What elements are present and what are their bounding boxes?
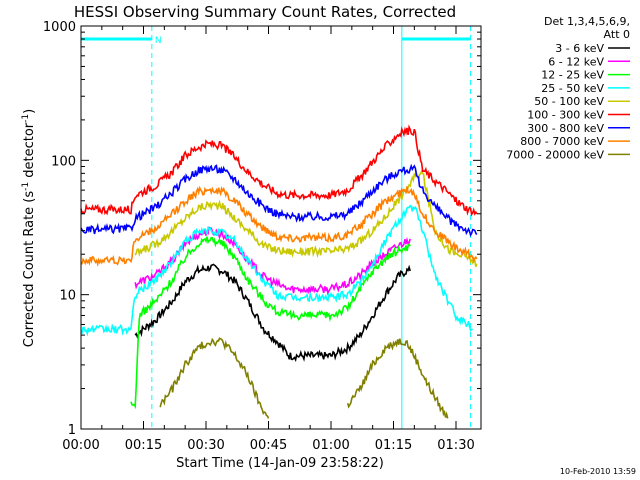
y-axis-label-sup2: -1: [21, 114, 31, 123]
legend-label: 50 - 100 keV: [534, 95, 604, 108]
y-axis-label-sup1: -1: [21, 182, 31, 191]
x-axis: 00:00 00:15 00:30 00:45 01:00 01:15 01:30: [62, 26, 475, 453]
legend-label: 100 - 300 keV: [527, 109, 604, 122]
x-tick-label: 01:00: [312, 438, 349, 453]
y-axis-label-main: Corrected Count Rate (s: [22, 191, 37, 348]
x-axis-label: Start Time (14-Jan-09 23:58:22): [176, 456, 384, 471]
y-axis-label-mid: detector: [22, 122, 37, 182]
flag-label: N: [155, 36, 162, 46]
x-tick-label: 01:15: [375, 438, 412, 453]
series-line: [134, 169, 478, 268]
legend-header-2: Att 0: [604, 28, 630, 41]
series-line: [80, 124, 478, 217]
x-tick-label: 01:30: [437, 438, 474, 453]
x-tick-label: 00:45: [250, 438, 287, 453]
y-tick-label: 10: [59, 289, 76, 304]
legend-header-1: Det 1,3,4,5,6,9,: [544, 15, 630, 28]
series-line: [80, 204, 473, 337]
plot-area: N: [80, 26, 478, 429]
series-line: [134, 226, 411, 296]
x-tick-label: 00:30: [187, 438, 224, 453]
legend-label: 3 - 6 keV: [555, 42, 604, 55]
x-tick-label: 00:00: [62, 438, 99, 453]
legend-label: 25 - 50 keV: [541, 82, 604, 95]
legend-label: 7000 - 20000 keV: [506, 148, 604, 161]
series-line: [159, 337, 449, 419]
series-line: [80, 185, 478, 267]
series-line: [134, 263, 411, 363]
legend-label: 6 - 12 keV: [548, 55, 604, 68]
y-tick-label: 1: [68, 423, 76, 438]
y-axis-label-end: ): [22, 109, 37, 114]
legend-label: 300 - 800 keV: [527, 122, 604, 135]
y-axis-label: Corrected Count Rate (s-1 detector-1): [21, 109, 37, 347]
y-tick-label: 100: [51, 154, 76, 169]
y-tick-label: 1000: [43, 20, 76, 35]
series-line: [80, 163, 478, 237]
series-line: [130, 236, 411, 410]
plot-frame: [80, 25, 482, 430]
y-axis: 1 10 100 1000: [43, 20, 481, 438]
chart-title: HESSI Observing Summary Count Rates, Cor…: [74, 3, 456, 21]
footer-timestamp: 10-Feb-2010 13:59: [560, 467, 636, 476]
legend-label: 800 - 7000 keV: [520, 135, 604, 148]
x-tick-label: 00:15: [125, 438, 162, 453]
legend-label: 12 - 25 keV: [541, 69, 604, 82]
